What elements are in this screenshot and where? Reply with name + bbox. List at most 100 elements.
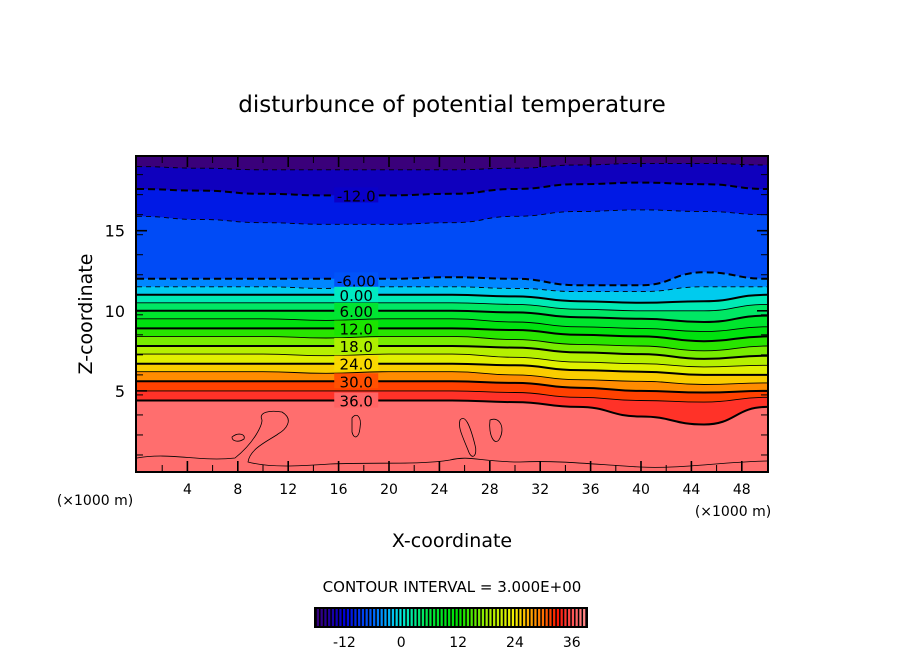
colorbar-segment <box>575 609 578 626</box>
colorbar-segment <box>523 609 526 626</box>
contour-line-21 <box>137 353 767 368</box>
x-tick-label: 4 <box>183 482 192 498</box>
colorbar-segment <box>493 609 496 626</box>
y-unit-label: (×1000 m) <box>57 493 133 509</box>
colorbar-segment <box>530 609 533 626</box>
colorbar-segment <box>346 609 350 626</box>
contour-label: -6.00 <box>337 272 376 290</box>
contour-label-bg <box>334 373 379 389</box>
colorbar-segment <box>376 609 380 626</box>
contour-line-surface-closed <box>459 418 477 457</box>
colorbar-segment <box>418 609 421 626</box>
colorbar-segment <box>553 609 556 626</box>
contour-label-bg <box>334 302 379 318</box>
colorbar-segment <box>568 609 571 626</box>
contour-label-bg <box>334 392 379 408</box>
colorbar-segment <box>478 609 481 626</box>
contour-label-bg <box>334 187 379 203</box>
contour-label-bg <box>334 320 379 336</box>
colorbar-segment <box>511 609 515 626</box>
x-tick-label: 8 <box>233 482 242 498</box>
x-tick-label: 12 <box>279 482 297 498</box>
contour-line-36 <box>137 399 767 426</box>
contour-line--6 <box>137 271 767 287</box>
colorbar-segment <box>324 609 327 626</box>
contour-label: 6.00 <box>340 303 373 321</box>
filled-contour-bands <box>137 157 767 471</box>
contour-label-bg <box>334 355 379 371</box>
x-tick-label: 36 <box>582 482 600 498</box>
colorbar-segment <box>489 609 492 626</box>
x-unit-label: (×1000 m) <box>695 504 771 520</box>
colorbar-segment <box>500 609 503 626</box>
colorbar-segment <box>549 609 552 626</box>
contour-label: 0.00 <box>340 287 373 305</box>
contour-label-bg <box>334 338 379 354</box>
contour-label: -12.0 <box>337 187 376 205</box>
colorbar-segment <box>515 609 518 626</box>
colorbar-segment <box>579 609 582 626</box>
colorbar-segment <box>496 609 500 626</box>
colorbar-segment <box>410 609 413 626</box>
contour-line--3 <box>137 286 767 293</box>
colorbar-frame <box>314 607 588 628</box>
y-axis-ticks: 5 10 15 <box>105 174 767 456</box>
contour-lines <box>137 162 767 426</box>
contour-line-surface <box>137 410 767 468</box>
contour-line-surface-closed <box>489 418 503 442</box>
colorbar-segment <box>391 609 395 626</box>
colorbar-tick-label: -12 <box>333 635 356 651</box>
colorbar-segment <box>556 609 560 626</box>
colorbar-segment <box>406 609 410 626</box>
x-tick-label: 32 <box>531 482 549 498</box>
contour-line-surface-closed <box>231 433 245 442</box>
contour-line-18 <box>137 345 767 360</box>
contour-label-bg <box>334 286 379 302</box>
colorbar-segment <box>481 609 485 626</box>
colorbar-segment <box>388 609 391 626</box>
colorbar-segment <box>444 609 447 626</box>
contour-line-33 <box>137 390 767 403</box>
colorbar-segment <box>538 609 541 626</box>
contour-line--15 <box>137 162 767 171</box>
colorbar-segment <box>316 609 320 626</box>
band-36 <box>137 400 767 471</box>
contour-label: 30.0 <box>340 373 373 391</box>
colorbar-segment <box>485 609 488 626</box>
colorbar-background <box>316 609 586 626</box>
colorbar-segment <box>508 609 511 626</box>
colorbar-segment <box>519 609 522 626</box>
contour-label-bg <box>334 272 379 288</box>
colorbar-segment <box>380 609 383 626</box>
contour-label: 36.0 <box>340 393 373 411</box>
colorbar-segment <box>328 609 331 626</box>
contour-line-3 <box>137 302 767 312</box>
colorbar-segment <box>373 609 376 626</box>
contour-line-9 <box>137 318 767 333</box>
colorbar-tick-label: 0 <box>397 635 406 651</box>
contour-line--12 <box>137 181 767 197</box>
x-tick-label: 44 <box>682 482 700 498</box>
colorbar-tick-label: 24 <box>506 635 524 651</box>
contour-line-27 <box>137 371 767 385</box>
colorbar-segment <box>534 609 537 626</box>
contour-label: 18.0 <box>340 338 373 356</box>
colorbar-segment <box>354 609 357 626</box>
contour-line-30 <box>137 380 767 394</box>
colorbar-segment <box>564 609 567 626</box>
contour-line-6 <box>137 309 767 324</box>
y-tick-label: 5 <box>115 382 125 401</box>
plot-frame <box>135 155 769 473</box>
colorbar-segment <box>365 609 368 626</box>
colorbar-segment <box>399 609 402 626</box>
contour-interval-label: CONTOUR INTERVAL = 3.000E+00 <box>323 578 582 596</box>
colorbar-segment <box>459 609 462 626</box>
x-tick-label: 48 <box>733 482 751 498</box>
colorbar-segment <box>474 609 477 626</box>
colorbar-segment <box>504 609 507 626</box>
colorbar-segment <box>331 609 335 626</box>
contour-line-surface-closed <box>351 414 361 438</box>
